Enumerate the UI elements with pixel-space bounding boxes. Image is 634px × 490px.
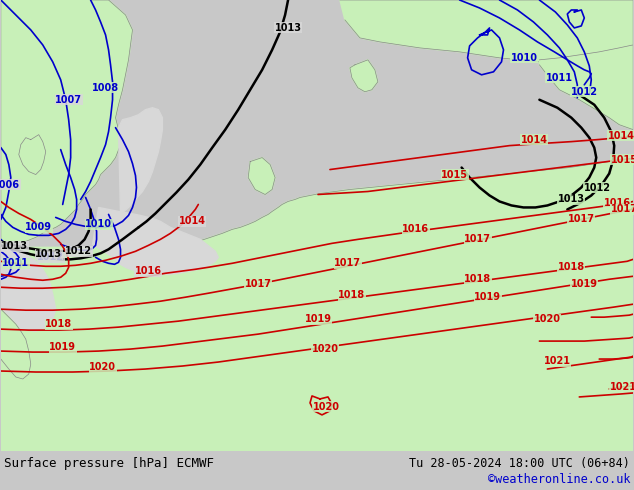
Polygon shape [540,45,633,130]
Text: 1015: 1015 [611,154,634,165]
Polygon shape [39,78,51,95]
Text: 1020: 1020 [311,344,339,354]
Text: 1012: 1012 [571,87,598,97]
Text: 1016: 1016 [604,198,631,208]
Text: 1017: 1017 [245,279,271,289]
Text: 1019: 1019 [571,279,598,289]
Polygon shape [350,60,378,92]
Polygon shape [19,135,46,174]
Text: 1006: 1006 [0,179,20,190]
Text: 1019: 1019 [49,342,76,352]
Polygon shape [1,309,31,379]
Polygon shape [119,108,162,215]
Polygon shape [93,207,218,274]
Text: 1014: 1014 [608,131,634,141]
Text: ©weatheronline.co.uk: ©weatheronline.co.uk [488,473,630,487]
Text: 1010: 1010 [85,220,112,229]
Text: 1020: 1020 [534,314,561,324]
Polygon shape [1,0,61,80]
Text: 1009: 1009 [25,222,52,232]
Text: 1017: 1017 [611,204,634,215]
Text: 1016: 1016 [402,224,429,234]
Polygon shape [192,294,200,307]
Polygon shape [19,16,29,26]
Text: 1016: 1016 [135,266,162,276]
Text: Surface pressure [hPa] ECMWF: Surface pressure [hPa] ECMWF [4,457,214,470]
Text: 1011: 1011 [3,258,29,269]
Text: 1011: 1011 [546,73,573,83]
Text: 1019: 1019 [474,292,501,302]
Polygon shape [51,58,61,70]
Text: 1012: 1012 [65,246,92,256]
Text: 1021: 1021 [610,382,634,392]
Polygon shape [340,0,633,80]
Text: 1021: 1021 [544,356,571,366]
Text: 1012: 1012 [37,252,64,262]
Text: 1013: 1013 [36,249,62,259]
Text: 1018: 1018 [464,274,491,284]
Text: 1015: 1015 [441,170,468,179]
Polygon shape [1,160,633,451]
Text: 1018: 1018 [339,290,365,300]
Polygon shape [1,0,133,246]
Text: 1010: 1010 [511,53,538,63]
Text: 1018: 1018 [45,319,72,329]
Text: 1012: 1012 [584,182,611,193]
Polygon shape [248,158,275,195]
Text: 1014: 1014 [179,217,206,226]
Text: 1008: 1008 [92,83,119,93]
Polygon shape [36,6,45,16]
Text: 1019: 1019 [304,314,332,324]
Text: 1020: 1020 [89,362,116,372]
Text: 1014: 1014 [521,135,548,145]
Text: 1013: 1013 [275,23,302,33]
Text: 1007: 1007 [55,95,82,105]
Text: 1017: 1017 [568,215,595,224]
Text: 1018: 1018 [558,262,585,272]
Polygon shape [1,247,56,331]
Text: 1013: 1013 [558,195,585,204]
Text: Tu 28-05-2024 18:00 UTC (06+84): Tu 28-05-2024 18:00 UTC (06+84) [409,457,630,470]
Text: 1020: 1020 [313,402,339,412]
Text: 1017: 1017 [464,234,491,245]
Text: 1017: 1017 [334,258,361,269]
Text: 1013: 1013 [1,242,29,251]
